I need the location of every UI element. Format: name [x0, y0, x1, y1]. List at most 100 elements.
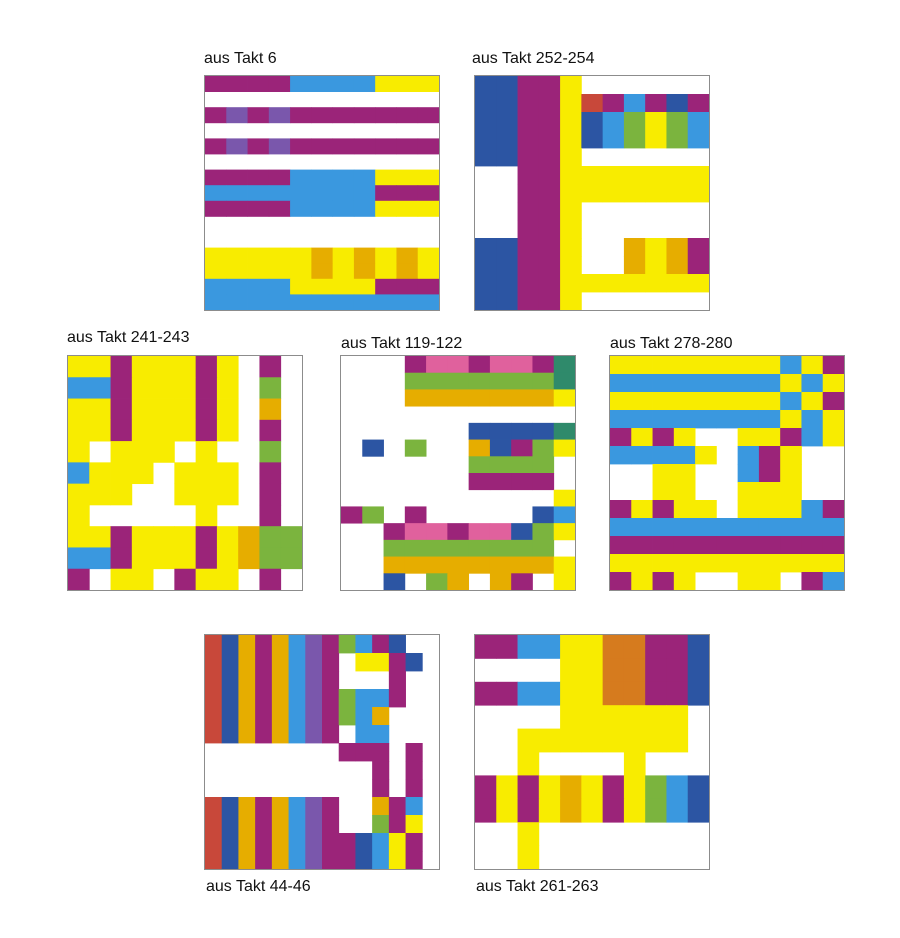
color-cell — [238, 635, 256, 654]
color-cell — [623, 635, 646, 659]
color-cell — [290, 247, 312, 264]
color-cell — [468, 556, 491, 574]
color-cell — [247, 138, 270, 155]
color-cell — [560, 166, 582, 185]
color-cell — [475, 798, 497, 823]
color-cell — [475, 238, 497, 257]
color-cell — [652, 572, 675, 590]
color-cell — [372, 761, 390, 780]
color-cell — [426, 523, 448, 541]
color-cell — [290, 278, 312, 295]
color-cell — [716, 374, 739, 393]
color-cell — [623, 798, 646, 823]
color-cell — [822, 428, 844, 447]
color-cell — [288, 815, 306, 834]
color-cell — [388, 689, 406, 708]
color-cell — [174, 419, 197, 442]
color-cell — [341, 506, 363, 524]
color-cell — [496, 112, 518, 131]
color-cell — [110, 462, 133, 485]
color-cell — [652, 410, 675, 429]
color-cell — [238, 526, 260, 548]
color-cell — [673, 428, 696, 447]
color-cell — [673, 500, 696, 519]
color-cell — [511, 456, 533, 474]
color-cell — [271, 635, 289, 654]
color-cell — [268, 169, 291, 186]
color-cell — [737, 500, 760, 519]
color-cell — [517, 238, 540, 257]
color-cell — [538, 184, 561, 203]
color-cell — [355, 635, 373, 654]
color-cell — [288, 707, 306, 726]
color-cell — [131, 526, 154, 548]
color-cell — [631, 446, 653, 465]
color-cell — [538, 202, 561, 221]
color-cell — [538, 220, 561, 239]
color-cell — [305, 815, 323, 834]
color-cell — [645, 705, 667, 729]
color-cell — [195, 568, 218, 590]
panel-caption: aus Takt 261-263 — [476, 878, 599, 895]
color-cell — [131, 441, 154, 463]
color-cell — [737, 554, 760, 573]
color-cell — [311, 169, 334, 186]
color-cell — [602, 94, 625, 113]
color-cell — [645, 274, 667, 293]
color-cell — [666, 705, 689, 729]
color-cell — [205, 653, 223, 672]
color-cell — [226, 294, 248, 310]
color-cell — [255, 689, 273, 708]
color-cell — [758, 392, 781, 411]
color-cell — [174, 356, 197, 378]
color-cell — [205, 278, 227, 295]
color-cell — [404, 356, 427, 374]
color-cell — [290, 169, 312, 186]
color-cell — [511, 439, 533, 457]
color-cell — [396, 107, 419, 124]
color-cell — [353, 138, 376, 155]
color-cell — [780, 410, 802, 429]
color-cell — [489, 389, 512, 407]
color-cell — [226, 200, 248, 217]
color-cell — [68, 526, 90, 548]
color-cell — [268, 263, 291, 280]
color-cell — [645, 775, 667, 800]
color-cell — [623, 752, 646, 776]
color-cell — [468, 539, 491, 557]
color-cell — [255, 635, 273, 654]
color-cell — [153, 526, 175, 548]
color-cell — [238, 671, 256, 690]
color-cell — [532, 389, 555, 407]
color-cell — [758, 482, 781, 501]
color-cell — [372, 653, 390, 672]
color-cell — [195, 419, 218, 442]
color-cell — [153, 398, 175, 421]
color-cell — [623, 274, 646, 293]
color-cell — [475, 94, 497, 113]
color-cell — [737, 374, 760, 393]
color-cell — [666, 274, 689, 293]
color-cell — [687, 658, 709, 683]
color-cell — [489, 473, 512, 491]
color-cell — [353, 169, 376, 186]
color-cell — [780, 446, 802, 465]
color-cell — [268, 200, 291, 217]
color-cell — [538, 292, 561, 310]
color-cell — [687, 274, 709, 293]
color-cell — [447, 539, 470, 557]
color-cell — [288, 725, 306, 744]
color-cell — [623, 184, 646, 203]
color-cell — [353, 263, 376, 280]
color-cell — [205, 707, 223, 726]
color-cell — [496, 238, 518, 257]
color-cell — [405, 797, 423, 816]
color-cell — [610, 392, 632, 411]
color-cell — [496, 256, 518, 275]
color-cell — [110, 356, 133, 378]
color-cell — [447, 372, 470, 390]
color-cell — [271, 833, 289, 852]
color-cell — [737, 428, 760, 447]
color-cell — [383, 573, 406, 590]
color-cell — [353, 107, 376, 124]
